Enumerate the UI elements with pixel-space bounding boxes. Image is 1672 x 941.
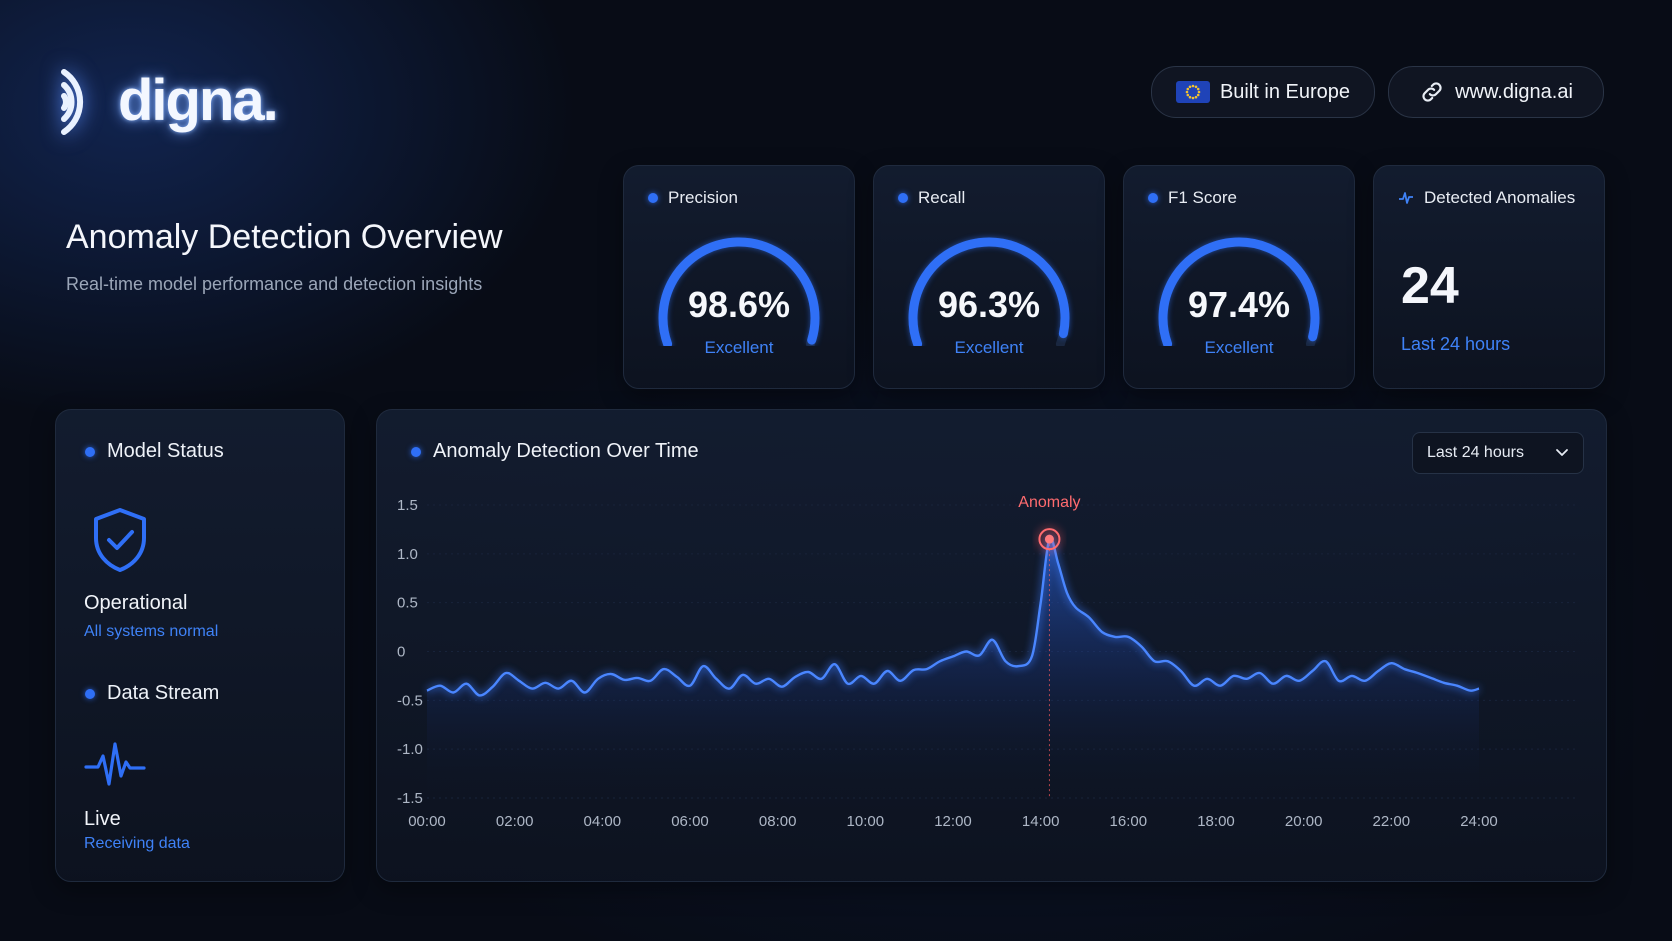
anomaly-chart-card: 1.5 1.0 0.5 0 -0.5 -1.0 -1.5 00:00 02:00 04:00 06:… [376,409,1607,882]
built-in-europe-label: Built in Europe [1219,80,1351,103]
sound-wave-icon [61,69,84,135]
y-tick-label: 1.0 [397,546,418,563]
live-status: Live [84,808,121,830]
detected-anomalies-title: Detected Anomalies [1424,188,1576,207]
recall-gauge [908,237,1070,346]
y-tick-label: -0.5 [397,692,423,709]
recall-card[interactable]: Recall 96.3% Excellent [873,165,1105,389]
x-tick-label: 10:00 [847,813,885,830]
anomaly-label: Anomaly [1018,494,1080,511]
gauge-fill [658,237,820,346]
eu-flag-icon [1175,81,1210,103]
f1-score-value: 97.4% [1187,284,1291,325]
shield-check-icon [94,508,146,572]
x-tick-label: 22:00 [1373,813,1411,830]
page-title: Anomaly Detection Overview [66,218,503,256]
x-tick-label: 00:00 [408,813,446,830]
chevron-down-icon [1556,449,1568,456]
page-subtitle: Real-time model performance and detectio… [66,274,483,294]
model-status-card: Model Status Operational All systems nor… [55,409,345,882]
f1-score-card[interactable]: F1 Score 97.4% Excellent [1123,165,1355,389]
model-status-title: Model Status [107,440,224,462]
heartbeat-icon [84,742,146,786]
website-link[interactable]: www.digna.ai [1388,66,1604,118]
model-status-dot [85,446,95,457]
precision-dot [648,193,658,203]
detected-anomalies-card[interactable]: Detected Anomalies 24 Last 24 hours [1373,165,1605,389]
precision-gauge [658,237,820,346]
y-tick-label: -1.0 [397,741,423,758]
f1-score-rating: Excellent [1204,338,1274,357]
x-tick-label: 12:00 [934,813,972,830]
recall-dot [898,193,908,203]
data-stream-dot [85,688,95,699]
recall-title: Recall [918,188,966,207]
f1-score-gauge [1158,237,1320,346]
built-in-europe-badge[interactable]: Built in Europe [1151,66,1375,118]
gauge-fill [908,237,1070,346]
x-tick-label: 04:00 [584,813,622,830]
operational-detail: All systems normal [84,623,219,640]
x-tick-label: 06:00 [671,813,709,830]
anomaly-marker-ring [1038,528,1061,551]
series-area [427,538,1479,798]
chart-title: Anomaly Detection Over Time [433,440,699,462]
anomaly-marker-point [1044,534,1054,544]
chart-title-dot [411,446,421,457]
data-stream-title: Data Stream [107,682,220,704]
live-detail: Receiving data [84,835,190,852]
x-tick-label: 20:00 [1285,813,1323,830]
recall-value: 96.3% [937,284,1041,325]
y-tick-label: -1.5 [397,790,423,807]
recall-rating: Excellent [954,338,1024,357]
y-tick-label: 1.5 [397,497,418,514]
time-range-value: Last 24 hours [1427,444,1524,461]
y-tick-label: 0.5 [397,595,418,612]
gauge-fill [1158,237,1320,346]
x-tick-label: 02:00 [496,813,534,830]
link-icon [1422,82,1442,102]
f1-score-title: F1 Score [1168,188,1237,207]
time-range-select[interactable]: Last 24 hours [1412,432,1584,474]
precision-card[interactable]: Precision 98.6% Excellent [623,165,855,389]
series-line [426,536,1480,697]
x-tick-label: 18:00 [1197,813,1235,830]
f1-score-dot [1148,193,1158,203]
x-tick-label: 16:00 [1110,813,1148,830]
y-tick-label: 0 [397,644,405,661]
brand-name: digna. [118,67,279,133]
website-label: www.digna.ai [1455,80,1573,103]
anomaly-count: 24 [1401,257,1459,315]
pulse-icon [1399,192,1413,204]
precision-value: 98.6% [687,284,791,325]
precision-title: Precision [668,188,738,207]
precision-rating: Excellent [704,338,774,357]
anomaly-line-chart: 1.5 1.0 0.5 0 -0.5 -1.0 -1.5 00:00 02:00 04:00 06:… [397,494,1577,830]
anomaly-period: Last 24 hours [1401,334,1511,354]
x-tick-label: 24:00 [1460,813,1498,830]
x-tick-label: 14:00 [1022,813,1060,830]
operational-status: Operational [84,592,188,614]
x-tick-label: 08:00 [759,813,797,830]
brand-logo[interactable]: digna. [58,50,279,150]
